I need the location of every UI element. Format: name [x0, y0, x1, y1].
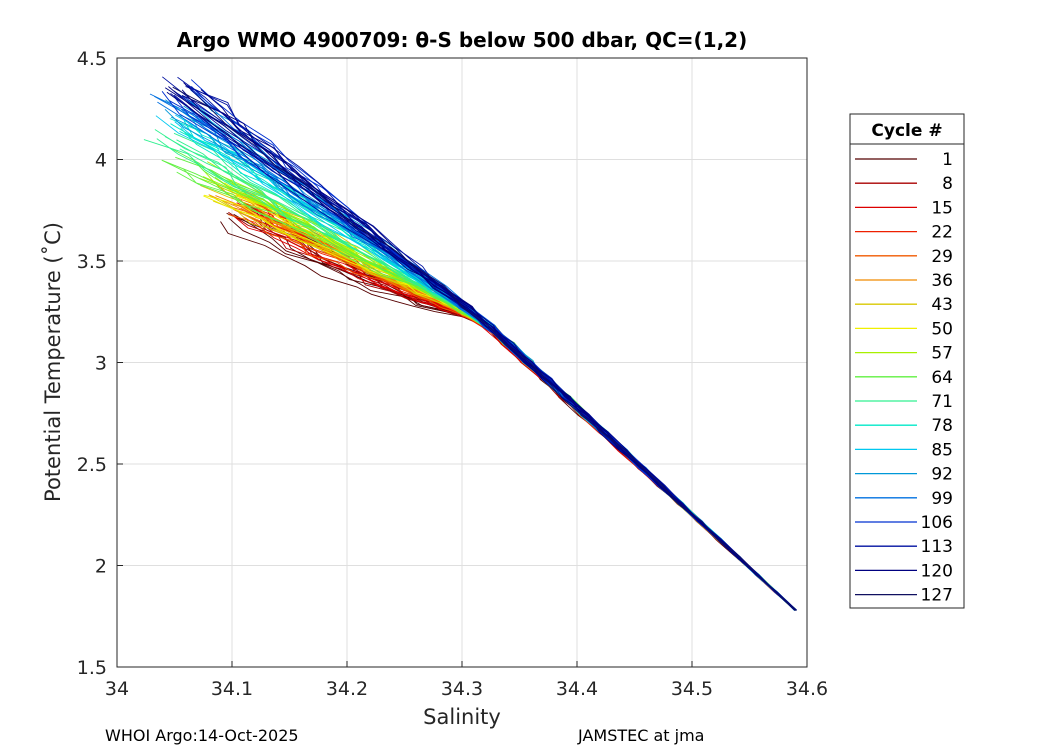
y-tick-label: 1.5 — [77, 657, 107, 679]
y-tick-label: 4.5 — [77, 48, 107, 70]
y-axis-ticks: 1.5 2 2.5 3 3.5 4 4.5 — [77, 48, 123, 679]
grid-lines — [117, 58, 807, 667]
legend-label: 50 — [931, 319, 953, 339]
x-axis-ticks: 34 34.1 34.2 34.3 34.4 34.5 34.6 — [105, 661, 828, 700]
legend-label: 43 — [931, 295, 953, 315]
legend-label: 92 — [931, 465, 953, 485]
y-tick-label: 2.5 — [77, 454, 107, 476]
legend: Cycle # 18152229364350576471788592991061… — [849, 113, 965, 609]
footer-left: WHOI Argo:14-Oct-2025 — [105, 726, 299, 745]
y-tick-label: 2 — [95, 556, 107, 578]
legend-box — [849, 113, 965, 609]
legend-label: 71 — [931, 392, 953, 412]
legend-label: 57 — [931, 344, 953, 364]
legend-label: 78 — [931, 416, 953, 436]
profile-lines — [143, 76, 797, 611]
footer-right: JAMSTEC at jma — [577, 726, 704, 745]
profile-line-cycle-118 — [173, 94, 795, 611]
legend-label: 29 — [931, 247, 953, 267]
profile-line-cycle-127 — [172, 86, 796, 611]
legend-label: 15 — [931, 198, 953, 218]
profile-line-cycle-126 — [200, 89, 797, 611]
x-tick-label: 34 — [105, 678, 129, 700]
legend-label: 106 — [921, 513, 953, 533]
legend-label: 99 — [931, 489, 953, 509]
legend-label: 36 — [931, 271, 953, 291]
legend-label: 1 — [942, 150, 953, 170]
chart-title: Argo WMO 4900709: θ-S below 500 dbar, QC… — [177, 28, 747, 52]
legend-items: 1 8 15 22 29 36 43 50 57 64 71 78 85 92 99 106 113 120 127 — [855, 150, 953, 606]
x-axis-label: Salinity — [423, 705, 501, 729]
legend-title: Cycle # — [871, 121, 942, 141]
x-tick-label: 34.2 — [326, 678, 368, 700]
x-tick-label: 34.4 — [556, 678, 598, 700]
legend-label: 22 — [931, 223, 953, 243]
x-tick-label: 34.1 — [211, 678, 253, 700]
y-tick-label: 3.5 — [77, 251, 107, 273]
x-tick-label: 34.5 — [671, 678, 713, 700]
legend-label: 113 — [921, 537, 953, 557]
x-tick-label: 34.3 — [441, 678, 483, 700]
legend-label: 85 — [931, 440, 953, 460]
x-tick-label: 34.6 — [786, 678, 828, 700]
legend-label: 64 — [931, 368, 953, 388]
y-axis-label: Potential Temperature (˚C) — [41, 222, 65, 502]
y-tick-label: 3 — [95, 353, 107, 375]
y-tick-label: 4 — [95, 150, 107, 172]
legend-label: 120 — [921, 561, 953, 581]
legend-label: 8 — [942, 174, 953, 194]
plot-area: 34 34.1 34.2 34.3 34.4 34.5 34.6 1.5 2 2.5 3 3.5 4 4… — [77, 48, 828, 700]
legend-label: 127 — [921, 586, 953, 606]
